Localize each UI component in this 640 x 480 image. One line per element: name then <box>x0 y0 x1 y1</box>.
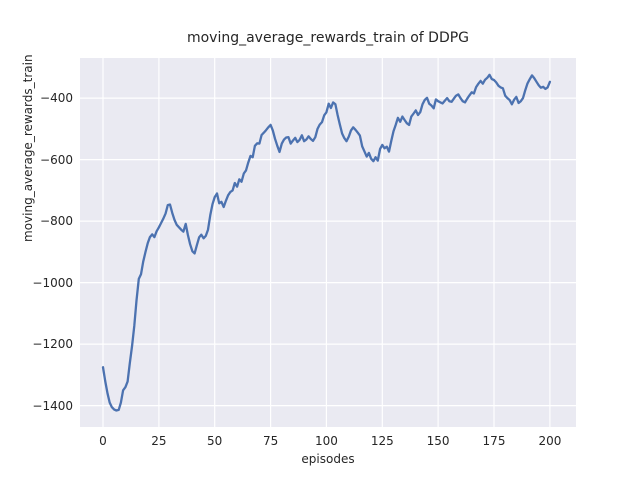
x-tick-label: 75 <box>262 434 279 448</box>
y-tick-label: −400 <box>40 91 73 106</box>
y-tick-label: −1200 <box>32 337 73 352</box>
x-tick-label: 175 <box>482 434 506 448</box>
x-tick-label: 200 <box>538 434 562 448</box>
y-tick-label: −800 <box>40 214 73 229</box>
y-tick-label: −600 <box>40 152 73 167</box>
plot-background <box>80 58 576 427</box>
x-tick-label: 100 <box>314 434 338 448</box>
y-tick-label: −1000 <box>32 275 73 290</box>
x-tick-label: 25 <box>151 434 167 448</box>
x-tick-label: 50 <box>207 434 223 448</box>
x-tick-label: 150 <box>426 434 450 448</box>
chart-title: moving_average_rewards_train of DDPG <box>186 30 470 46</box>
x-tick-label: 0 <box>99 434 107 448</box>
x-tick-label: 125 <box>370 434 394 448</box>
series-line <box>101 73 552 412</box>
y-tick-label: −1400 <box>32 398 73 413</box>
x-axis-label: episodes <box>301 452 355 466</box>
